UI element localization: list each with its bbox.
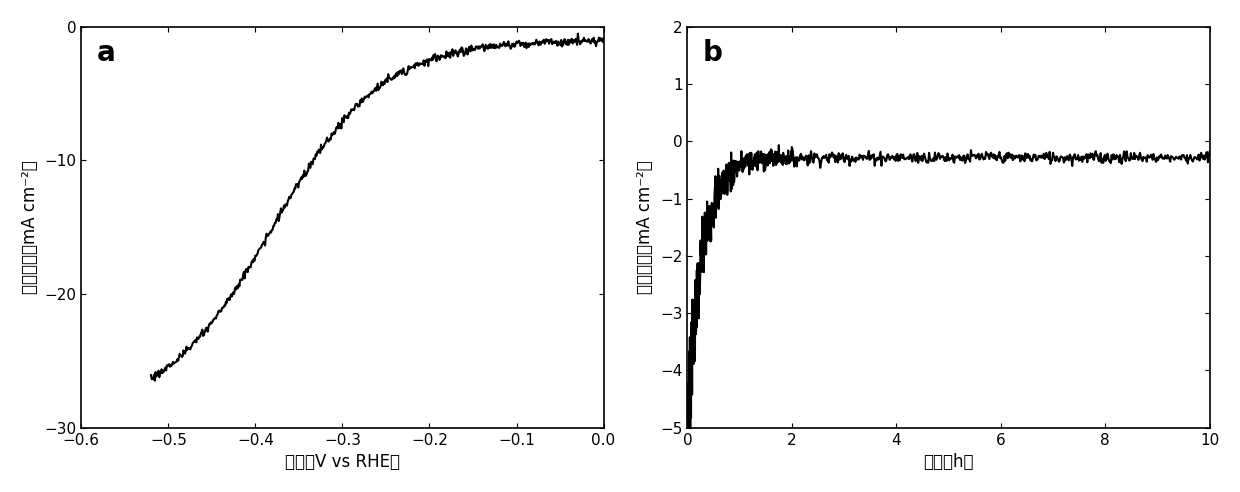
Text: b: b [703, 39, 723, 67]
Y-axis label: 电流密度（mA cm⁻²）: 电流密度（mA cm⁻²） [636, 160, 655, 294]
X-axis label: 电压（V vs RHE）: 电压（V vs RHE） [285, 453, 401, 471]
Text: a: a [97, 39, 115, 67]
X-axis label: 时间（h）: 时间（h） [924, 453, 973, 471]
Y-axis label: 电流密度（mA cm⁻²）: 电流密度（mA cm⁻²） [21, 160, 38, 294]
